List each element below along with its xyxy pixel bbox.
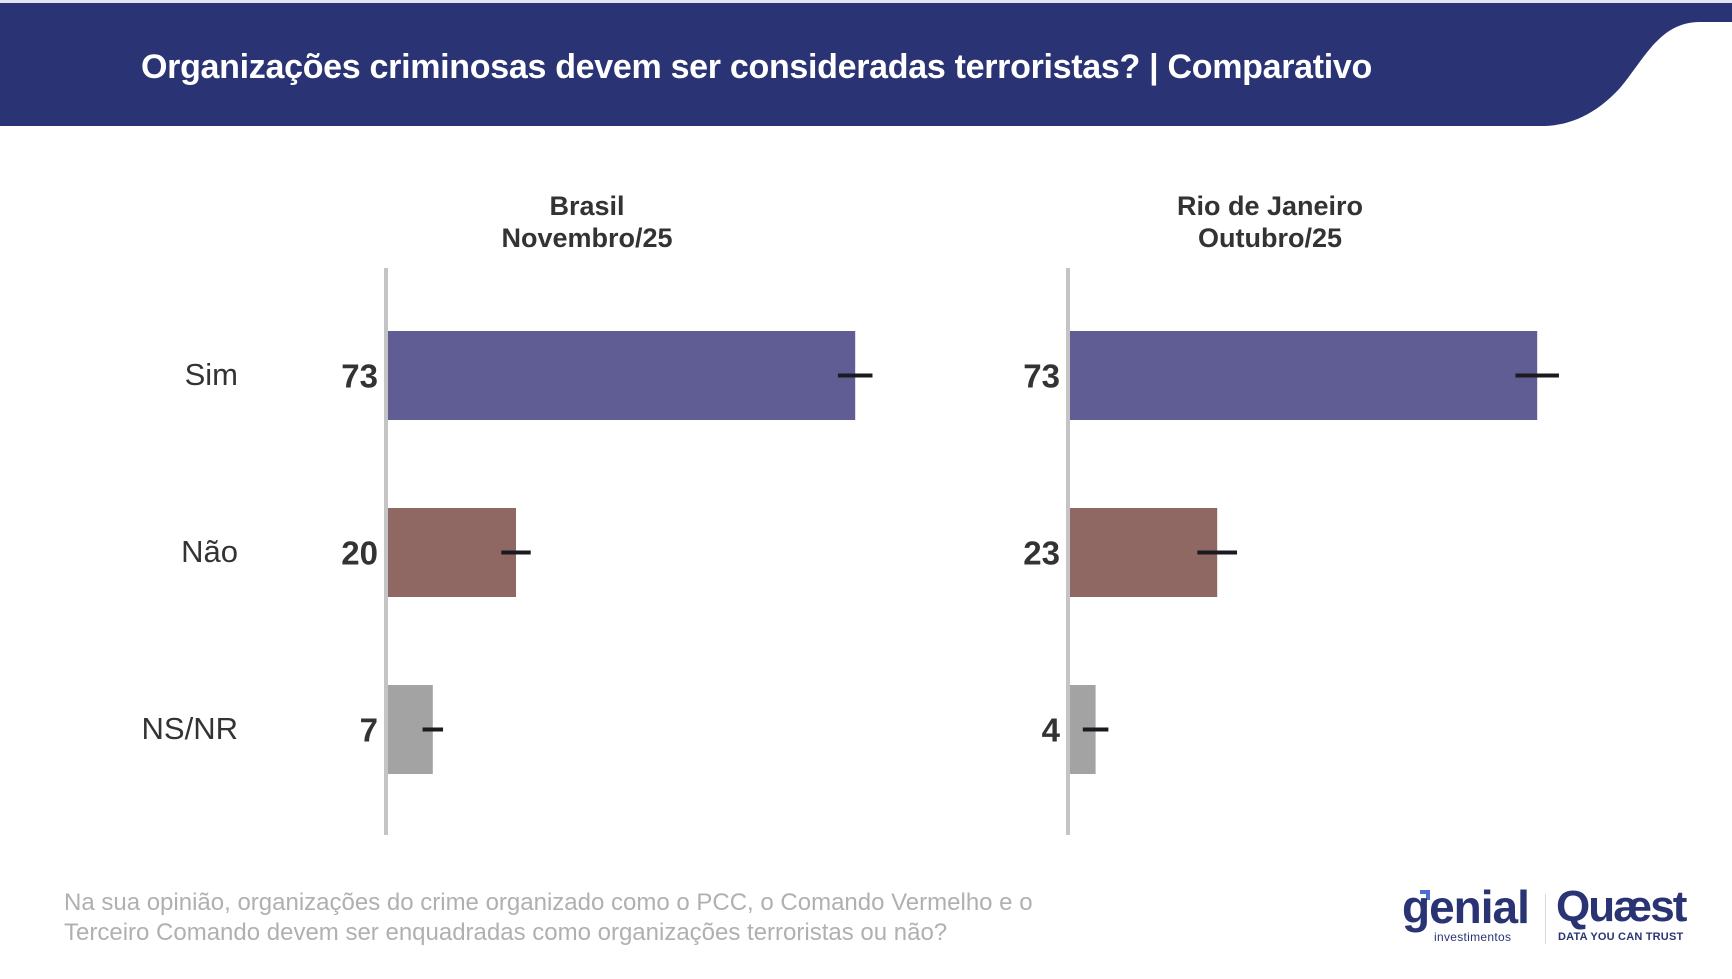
panel-title: Brasil — [549, 191, 625, 221]
logo-divider — [1545, 894, 1546, 944]
value-label-brasil-nao: 20 — [341, 535, 378, 572]
value-label-rio-sim: 73 — [1023, 358, 1060, 395]
value-label-rio-nao: 23 — [1023, 535, 1060, 572]
panel-subtitle: Outubro/25 — [1197, 223, 1342, 253]
quaest-logo-sub: DATA YOU CAN TRUST — [1558, 931, 1684, 943]
footnote-line-2: Terceiro Comando devem ser enquadradas c… — [64, 919, 948, 946]
question-footnote: Na sua opinião, organizações do crime or… — [64, 888, 1164, 948]
value-label-rio-nsnr: 4 — [1042, 712, 1061, 749]
banner-shape — [0, 3, 1732, 126]
logos: genial investimentos Quæst DATA YOU CAN … — [1400, 882, 1700, 956]
bar-brasil-sim — [388, 331, 856, 420]
chart-title: Organizações criminosas devem ser consid… — [141, 48, 1373, 86]
bar-rio-sim — [1070, 331, 1538, 420]
footnote-line-1: Na sua opinião, organizações do crime or… — [64, 889, 1033, 916]
category-label-nsnr: NS/NR — [141, 711, 238, 746]
panel-header-brasil: Brasil Novembro/25 — [387, 190, 787, 254]
bar-brasil-nao — [388, 508, 516, 597]
panel-header-rio: Rio de Janeiro Outubro/25 — [1070, 190, 1470, 254]
category-label-sim: Sim — [184, 357, 238, 392]
category-label-nao: Não — [181, 534, 238, 569]
top-strip — [0, 0, 1732, 3]
title-banner — [0, 3, 1732, 129]
genial-logo: genial — [1402, 881, 1530, 933]
panel-subtitle: Novembro/25 — [501, 223, 673, 253]
bar-rio-nao — [1070, 508, 1218, 597]
value-label-brasil-sim: 73 — [341, 358, 378, 395]
panel-title: Rio de Janeiro — [1176, 191, 1364, 221]
quaest-logo: Quæst — [1556, 882, 1687, 931]
value-label-brasil-nsnr: 7 — [360, 712, 378, 749]
genial-mark-icon — [1420, 890, 1430, 900]
genial-logo-sub: investimentos — [1434, 930, 1512, 944]
